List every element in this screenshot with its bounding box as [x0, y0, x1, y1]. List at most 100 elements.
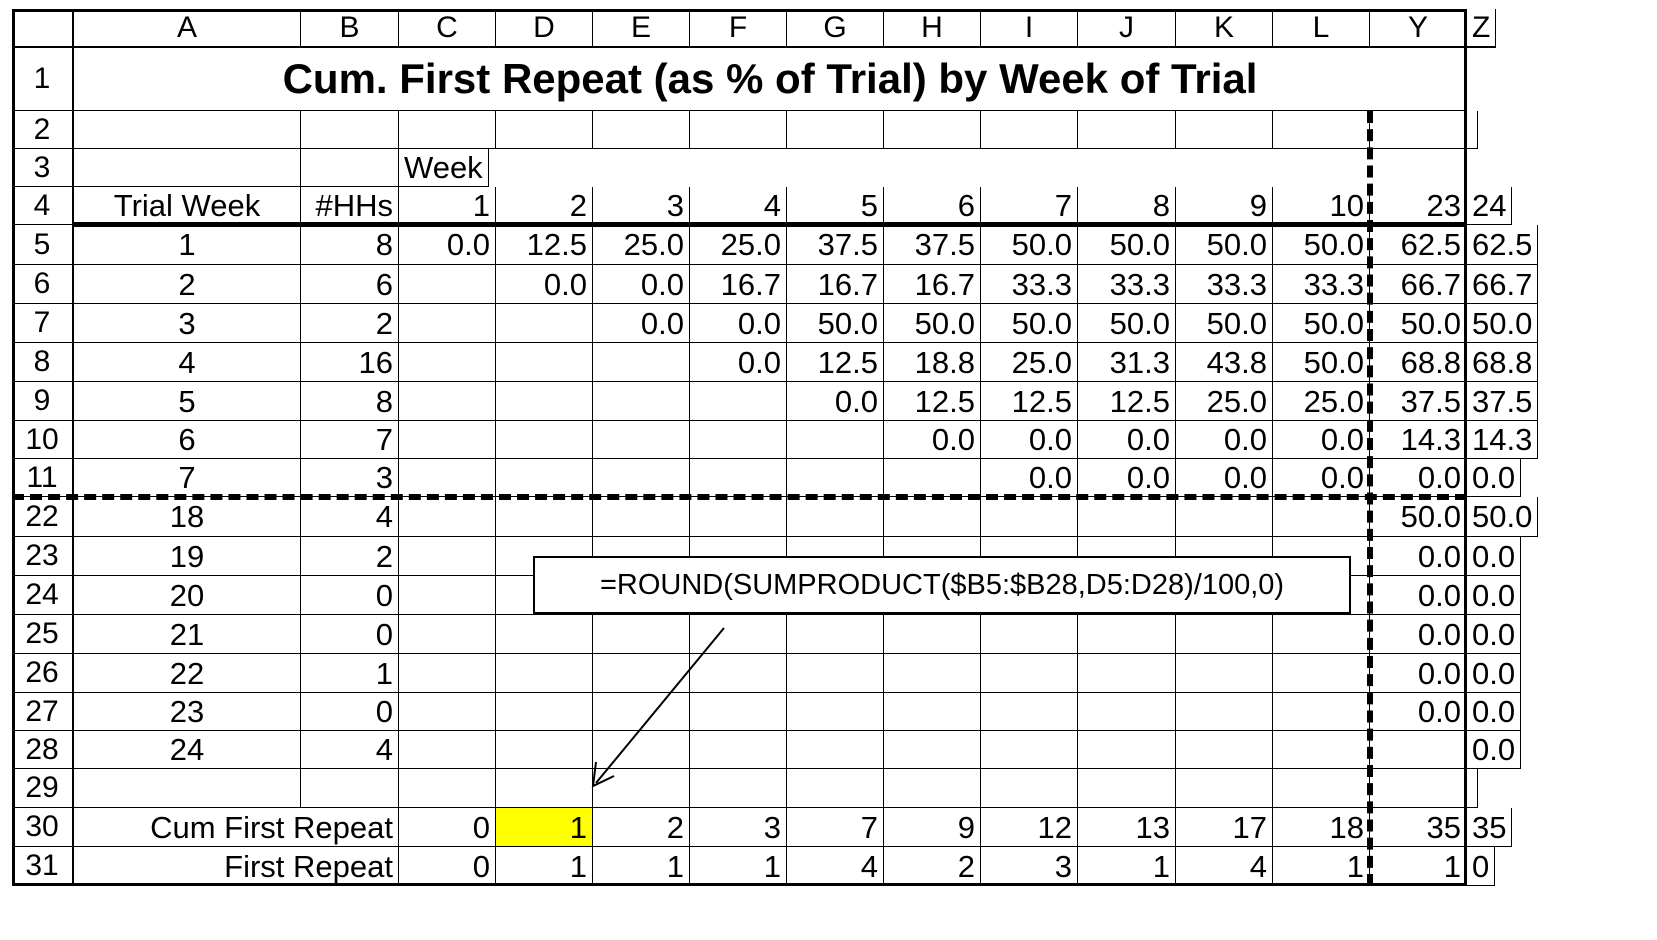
row-header-24[interactable]: 24 [12, 576, 74, 615]
value-cell[interactable] [884, 615, 981, 654]
value-cell[interactable]: 68.8 [1370, 343, 1467, 382]
value-cell[interactable] [981, 731, 1078, 769]
row-header-26[interactable]: 26 [12, 654, 74, 693]
value-cell[interactable]: 37.5 [1370, 382, 1467, 421]
value-cell[interactable] [593, 343, 690, 382]
hhs-cell[interactable]: 7 [301, 421, 399, 459]
cell[interactable] [884, 111, 981, 149]
value-cell[interactable]: 33.3 [981, 265, 1078, 304]
row-header-4[interactable]: 4 [12, 187, 74, 225]
cell[interactable] [593, 111, 690, 149]
value-cell[interactable]: 50.0 [981, 225, 1078, 265]
column-header-j[interactable]: J [1078, 9, 1176, 48]
value-cell[interactable]: 0.0 [690, 343, 787, 382]
value-cell[interactable] [496, 731, 593, 769]
trial-week-cell[interactable]: 1 [74, 225, 301, 265]
cell[interactable] [787, 111, 884, 149]
value-cell[interactable]: 0.0 [1467, 654, 1522, 693]
trial-week-cell[interactable]: 22 [74, 654, 301, 693]
value-cell[interactable]: 50.0 [981, 304, 1078, 343]
value-cell[interactable]: 25.0 [593, 225, 690, 265]
value-cell[interactable]: 25.0 [1176, 382, 1273, 421]
cell[interactable] [496, 769, 593, 808]
value-cell[interactable] [884, 731, 981, 769]
hhs-cell[interactable]: 0 [301, 693, 399, 731]
value-cell[interactable]: 0.0 [1467, 576, 1522, 615]
value-cell[interactable]: 25.0 [690, 225, 787, 265]
value-cell[interactable]: 0.0 [1370, 693, 1467, 731]
hhs-cell[interactable]: 6 [301, 265, 399, 304]
cum-first-repeat-cell[interactable]: 18 [1273, 808, 1370, 847]
value-cell[interactable]: 0.0 [1467, 459, 1522, 497]
value-cell[interactable] [496, 343, 593, 382]
value-cell[interactable]: 0.0 [1370, 459, 1467, 497]
hhs-cell[interactable]: 4 [301, 497, 399, 537]
value-cell[interactable] [399, 265, 496, 304]
trial-week-cell[interactable]: 5 [74, 382, 301, 421]
row-header-27[interactable]: 27 [12, 693, 74, 731]
value-cell[interactable]: 50.0 [1370, 304, 1467, 343]
value-cell[interactable] [1078, 693, 1176, 731]
value-cell[interactable]: 66.7 [1370, 265, 1467, 304]
cell[interactable] [496, 111, 593, 149]
value-cell[interactable]: 50.0 [1078, 304, 1176, 343]
column-header-b[interactable]: B [301, 9, 399, 48]
value-cell[interactable] [1078, 615, 1176, 654]
value-cell[interactable]: 50.0 [1176, 304, 1273, 343]
cell[interactable] [690, 111, 787, 149]
value-cell[interactable]: 37.5 [787, 225, 884, 265]
value-cell[interactable]: 43.8 [1176, 343, 1273, 382]
value-cell[interactable] [593, 382, 690, 421]
cell[interactable] [301, 149, 399, 187]
cum-first-repeat-cell[interactable]: 3 [690, 808, 787, 847]
value-cell[interactable] [981, 497, 1078, 537]
value-cell[interactable]: 0.0 [1467, 731, 1522, 769]
value-cell[interactable]: 12.5 [981, 382, 1078, 421]
value-cell[interactable] [690, 615, 787, 654]
value-cell[interactable] [399, 343, 496, 382]
value-cell[interactable] [787, 654, 884, 693]
row-header-10[interactable]: 10 [12, 421, 74, 459]
value-cell[interactable] [496, 497, 593, 537]
cum-first-repeat-cell[interactable]: 9 [884, 808, 981, 847]
value-cell[interactable]: 33.3 [1273, 265, 1370, 304]
value-cell[interactable] [1176, 693, 1273, 731]
row-header-9[interactable]: 9 [12, 382, 74, 421]
select-all-corner[interactable] [12, 9, 74, 48]
value-cell[interactable] [399, 576, 496, 615]
trial-week-cell[interactable]: 24 [74, 731, 301, 769]
cell[interactable] [74, 149, 301, 187]
value-cell[interactable] [1078, 497, 1176, 537]
value-cell[interactable]: 14.3 [1467, 421, 1539, 459]
column-header-k[interactable]: K [1176, 9, 1273, 48]
value-cell[interactable]: 0.0 [1176, 421, 1273, 459]
column-header-h[interactable]: H [884, 9, 981, 48]
value-cell[interactable]: 33.3 [1078, 265, 1176, 304]
value-cell[interactable] [884, 497, 981, 537]
cell[interactable] [981, 769, 1078, 808]
value-cell[interactable] [690, 497, 787, 537]
value-cell[interactable] [1176, 615, 1273, 654]
cum-first-repeat-cell[interactable]: 35 [1467, 808, 1513, 847]
hhs-cell[interactable]: 4 [301, 731, 399, 769]
hhs-cell[interactable]: 8 [301, 225, 399, 265]
value-cell[interactable]: 62.5 [1467, 225, 1539, 265]
row-header-22[interactable]: 22 [12, 497, 74, 537]
value-cell[interactable]: 16.7 [787, 265, 884, 304]
trial-week-cell[interactable]: 23 [74, 693, 301, 731]
hhs-cell[interactable]: 8 [301, 382, 399, 421]
value-cell[interactable]: 14.3 [1370, 421, 1467, 459]
row-header-31[interactable]: 31 [12, 847, 74, 886]
value-cell[interactable] [399, 537, 496, 576]
selected-cell-d30[interactable]: 1 [496, 808, 593, 847]
value-cell[interactable]: 12.5 [496, 225, 593, 265]
value-cell[interactable] [496, 382, 593, 421]
row-header-1[interactable]: 1 [12, 48, 74, 111]
value-cell[interactable]: 50.0 [1078, 225, 1176, 265]
trial-week-cell[interactable]: 20 [74, 576, 301, 615]
value-cell[interactable] [399, 304, 496, 343]
row-header-6[interactable]: 6 [12, 265, 74, 304]
cum-first-repeat-cell[interactable]: 0 [399, 808, 496, 847]
trial-week-cell[interactable]: 2 [74, 265, 301, 304]
column-header-g[interactable]: G [787, 9, 884, 48]
